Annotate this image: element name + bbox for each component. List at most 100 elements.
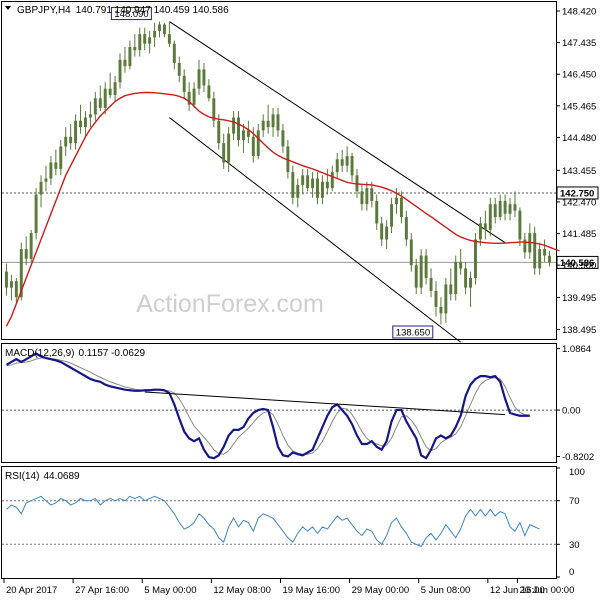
- candle-body: [14, 281, 18, 298]
- candle-body: [49, 162, 53, 179]
- candle: [138, 27, 142, 57]
- candle-body: [143, 34, 147, 44]
- candle-body: [98, 98, 102, 108]
- candle-body: [340, 159, 344, 166]
- rsi-grid: [2, 500, 556, 545]
- candle-body: [123, 59, 127, 67]
- macd-title: MACD(12,26,9) 0.1157 -0.0629: [5, 348, 145, 359]
- candle: [543, 239, 547, 262]
- candle: [148, 30, 152, 54]
- candle: [409, 233, 413, 272]
- candle-body: [478, 223, 482, 240]
- candle: [118, 53, 122, 89]
- candle-body: [316, 178, 319, 198]
- candle: [444, 278, 448, 323]
- price-axis: 148.420 147.435 146.450 145.465 144.480 143.4…: [557, 6, 596, 336]
- time-tick-label: 12 May 08:00: [213, 585, 271, 596]
- candle-body: [306, 175, 310, 189]
- price-annotations: 142.750 140.586: [2, 21, 599, 343]
- callout-box: [110, 7, 152, 21]
- candle: [340, 149, 344, 173]
- candle: [488, 197, 492, 237]
- candle-body: [54, 162, 58, 169]
- candle-body: [370, 188, 374, 201]
- candle-body: [5, 271, 8, 288]
- price-tick-label: 142.470: [562, 197, 596, 208]
- candle-body: [518, 210, 522, 240]
- candle-body: [276, 114, 280, 131]
- candle: [172, 40, 176, 70]
- candle: [311, 172, 315, 198]
- candle: [192, 82, 196, 108]
- price-tick-label: 141.485: [562, 229, 596, 240]
- trend-line: [169, 21, 506, 244]
- candle-body: [350, 156, 354, 176]
- candle: [108, 72, 112, 99]
- macd-label: MACD(12,26,9): [5, 348, 74, 359]
- candle: [395, 188, 398, 214]
- candle-body: [197, 69, 201, 89]
- rsi-tick-label: 70: [569, 496, 580, 507]
- candle: [153, 22, 157, 47]
- candle-body: [64, 136, 68, 147]
- candle-body: [296, 184, 300, 198]
- time-axis: 20 Apr 2017 27 Apr 16:00 5 May 00:00 12 May…: [3, 579, 574, 596]
- candle: [533, 226, 537, 275]
- panel-collapse-icon[interactable]: [5, 6, 11, 10]
- candle: [330, 165, 334, 192]
- candle-body: [474, 239, 477, 279]
- candle-body: [44, 178, 48, 182]
- candle-body: [434, 290, 438, 307]
- time-tick-label: 27 Apr 16:00: [75, 585, 129, 596]
- candle-body: [222, 143, 226, 163]
- candle: [246, 120, 250, 144]
- candle: [385, 220, 389, 250]
- candle: [74, 114, 78, 150]
- candle: [158, 21, 161, 38]
- candle: [182, 69, 186, 99]
- candle: [143, 27, 147, 51]
- candle-body: [79, 120, 82, 128]
- candle: [375, 194, 379, 230]
- candle: [523, 233, 527, 259]
- rsi-series-line: [6, 495, 540, 548]
- candle-body: [266, 120, 270, 128]
- level-label: 142.750: [560, 188, 594, 199]
- price-tick-label: 145.465: [562, 101, 596, 112]
- candle-body: [444, 284, 448, 314]
- candle-body: [153, 30, 157, 38]
- candle-body: [414, 265, 418, 288]
- candle: [217, 114, 221, 150]
- time-tick-label: 12 Jun 16:00: [490, 585, 545, 596]
- candle-body: [390, 204, 394, 227]
- candle: [464, 261, 468, 295]
- candle-body: [212, 98, 216, 121]
- candle: [5, 263, 8, 296]
- price-callouts: 148.090 138.650: [110, 7, 434, 339]
- rsi-tick-label: 0: [569, 567, 574, 578]
- candle-body: [439, 306, 443, 314]
- candle: [513, 191, 517, 218]
- candle-body: [454, 261, 458, 295]
- candle: [98, 85, 102, 112]
- candle: [503, 194, 507, 221]
- price-tick-label: 139.495: [562, 293, 596, 304]
- candle: [548, 250, 551, 267]
- price-tick-label: 143.455: [562, 166, 596, 177]
- callout-label: 148.090: [114, 9, 148, 20]
- candle: [232, 111, 236, 141]
- macd-readout: 0.1157 -0.0629: [78, 348, 145, 359]
- candle-body: [488, 204, 492, 230]
- candle-body: [464, 268, 468, 288]
- candle-body: [360, 191, 364, 205]
- candle-body: [74, 120, 78, 144]
- candle-body: [365, 188, 369, 205]
- candle: [177, 56, 181, 83]
- candle-body: [108, 88, 112, 96]
- level-label: 140.586: [560, 258, 594, 269]
- candle: [187, 82, 191, 112]
- candle-body: [202, 69, 206, 86]
- candle: [202, 62, 206, 92]
